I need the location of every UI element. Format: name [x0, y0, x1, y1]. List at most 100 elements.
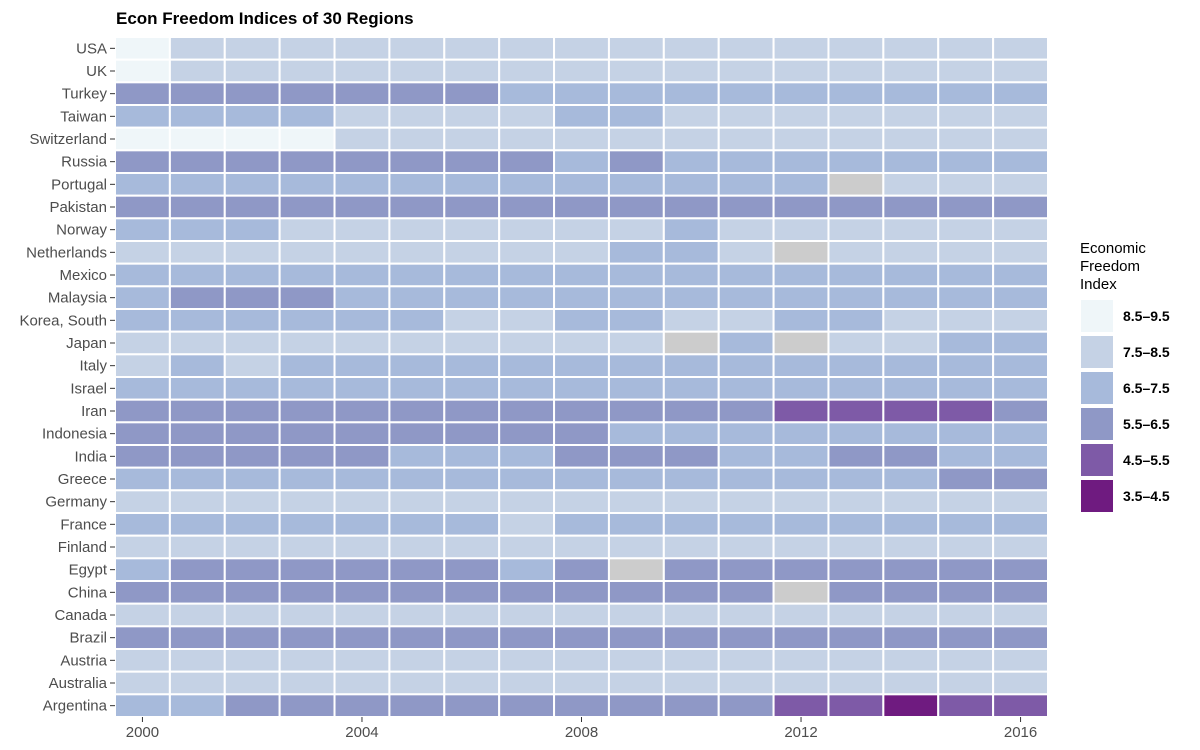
heatmap-cell	[607, 262, 665, 288]
heatmap-cell	[662, 262, 720, 288]
heatmap-cell	[114, 489, 171, 514]
heatmap-cell	[333, 81, 391, 107]
heatmap-cell	[388, 376, 446, 401]
heatmap-cell	[772, 376, 830, 401]
heatmap-cell	[278, 194, 336, 220]
heatmap-cell	[992, 398, 1049, 424]
heatmap-cell	[772, 693, 830, 719]
heatmap-cell	[498, 36, 556, 61]
heatmap-cell	[827, 534, 885, 560]
heatmap-cell	[607, 285, 665, 310]
y-tick-label: Argentina	[43, 698, 108, 715]
heatmap-cell	[114, 308, 171, 333]
heatmap-cell	[992, 194, 1049, 220]
heatmap-cell	[992, 353, 1049, 378]
heatmap-cell	[443, 194, 501, 220]
heatmap-cell	[772, 285, 830, 310]
heatmap-cell	[882, 489, 940, 514]
heatmap-cell	[772, 149, 830, 175]
legend-swatch	[1081, 300, 1113, 332]
heatmap-cell	[827, 285, 885, 310]
heatmap-cell	[278, 58, 336, 84]
y-tick-label: Portugal	[51, 176, 107, 193]
heatmap-cell	[333, 534, 391, 560]
heatmap-cell	[717, 353, 775, 378]
heatmap-cell	[937, 194, 995, 220]
heatmap-cell	[498, 262, 556, 288]
heatmap-cell	[114, 217, 171, 243]
heatmap-cell	[498, 580, 556, 605]
heatmap-cell	[333, 421, 391, 446]
heatmap-cell	[223, 557, 281, 583]
heatmap-cell	[388, 149, 446, 175]
heatmap-cell	[278, 36, 336, 61]
heatmap-cell	[827, 648, 885, 673]
heatmap-cell	[772, 308, 830, 333]
heatmap-cell	[553, 670, 610, 696]
y-tick-label: USA	[76, 40, 107, 57]
heatmap-cell	[937, 693, 995, 719]
heatmap-cell	[992, 330, 1049, 356]
heatmap-cell	[992, 172, 1049, 197]
heatmap-cell	[223, 81, 281, 107]
heatmap-cell	[607, 670, 665, 696]
heatmap-cell	[278, 262, 336, 288]
heatmap-cell	[223, 126, 281, 152]
heatmap-cell	[717, 330, 775, 356]
heatmap-cell	[607, 580, 665, 605]
heatmap-cell	[827, 512, 885, 537]
heatmap-cell	[827, 670, 885, 696]
heatmap-cell	[882, 512, 940, 537]
heatmap-cell	[333, 602, 391, 628]
y-tick-label: Mexico	[59, 267, 107, 284]
heatmap-cell	[114, 104, 171, 129]
heatmap-cell	[553, 625, 610, 651]
heatmap-cell	[278, 602, 336, 628]
heatmap-cell	[443, 217, 501, 243]
heatmap-cell	[388, 172, 446, 197]
y-tick-label: Norway	[56, 222, 107, 239]
heatmap-cell	[882, 172, 940, 197]
heatmap-cell	[333, 376, 391, 401]
heatmap-cell	[168, 602, 226, 628]
heatmap-cell	[168, 693, 226, 719]
heatmap-cell	[168, 534, 226, 560]
heatmap-cell	[278, 512, 336, 537]
heatmap-cell	[223, 670, 281, 696]
heatmap-cell	[223, 330, 281, 356]
heatmap-cell	[333, 240, 391, 265]
heatmap-cell	[168, 285, 226, 310]
heatmap-cell	[882, 353, 940, 378]
heatmap-cell	[553, 330, 610, 356]
heatmap-cell	[114, 693, 171, 719]
y-tick-label: France	[60, 516, 107, 533]
heatmap-cell	[553, 353, 610, 378]
heatmap-cell	[114, 648, 171, 673]
heatmap-cell	[443, 172, 501, 197]
heatmap-cell	[717, 376, 775, 401]
heatmap-cell	[772, 58, 830, 84]
heatmap-cell	[388, 489, 446, 514]
heatmap-cell	[882, 36, 940, 61]
heatmap-cell	[498, 602, 556, 628]
heatmap-cell	[882, 81, 940, 107]
heatmap-cell	[498, 285, 556, 310]
heatmap-cell	[333, 580, 391, 605]
heatmap-cell	[388, 217, 446, 243]
heatmap-cell	[168, 330, 226, 356]
heatmap-cell	[607, 240, 665, 265]
heatmap-cell	[937, 240, 995, 265]
heatmap-cell	[827, 58, 885, 84]
heatmap-cell	[223, 217, 281, 243]
y-tick-label: Switzerland	[29, 131, 107, 148]
heatmap-cell	[827, 580, 885, 605]
heatmap-cell	[772, 489, 830, 514]
heatmap-cell	[498, 421, 556, 446]
heatmap-cell	[498, 330, 556, 356]
heatmap-cell	[114, 126, 171, 152]
heatmap-cell	[937, 557, 995, 583]
y-tick-label: Israel	[70, 380, 107, 397]
heatmap-cell	[498, 104, 556, 129]
heatmap-cell	[772, 580, 830, 605]
heatmap-cell	[278, 648, 336, 673]
